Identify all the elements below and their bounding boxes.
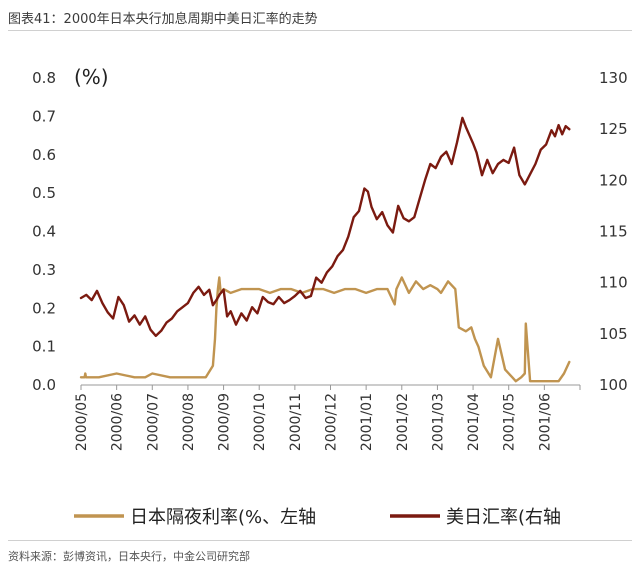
left-axis-ticks: 0.0 0.1 0.2 0.3 0.4 0.5 0.6 0.7 0.8 [32, 69, 56, 394]
left-tick-label: 0.1 [32, 338, 56, 356]
left-tick-label: 0.3 [32, 261, 56, 279]
x-axis-ticks: 2000/05 2000/06 2000/07 2000/08 2000/09 2000/… [74, 393, 553, 451]
x-tick-label: 2000/07 [145, 393, 161, 451]
x-tick-label: 2000/09 [217, 393, 233, 451]
x-tick-label: 2001/04 [466, 393, 482, 451]
series-line-rate [79, 276, 571, 383]
x-tick-label: 2001/05 [502, 393, 518, 451]
left-tick-label: 0.6 [32, 146, 56, 164]
left-axis-unit-label: (%) [74, 65, 109, 89]
x-tick-label: 2000/11 [288, 393, 304, 451]
right-tick-label: 120 [599, 171, 628, 189]
right-axis-ticks: 100 105 110 115 120 125 130 [599, 69, 628, 394]
series-line-fx [79, 116, 571, 338]
left-tick-label: 0.7 [32, 107, 56, 125]
left-tick-label: 0.2 [32, 299, 56, 317]
x-tick-label: 2000/10 [252, 393, 268, 451]
right-tick-label: 115 [599, 223, 628, 241]
legend: 日本隔夜利率(%、左轴 美日汇率(右轴 [74, 507, 561, 528]
left-tick-label: 0.4 [32, 223, 56, 241]
legend-label-rate: 日本隔夜利率(%、左轴 [130, 507, 316, 528]
legend-label-fx: 美日汇率(右轴 [446, 507, 561, 528]
left-tick-label: 0.8 [32, 69, 56, 87]
x-tick-label: 2001/06 [537, 393, 553, 451]
right-tick-label: 105 [599, 325, 628, 343]
right-tick-label: 110 [599, 274, 628, 292]
x-tick-label: 2000/12 [324, 393, 340, 451]
x-tick-label: 2001/03 [430, 393, 446, 451]
figure-title: 图表41：2000年日本央行加息周期中美日汇率的走势 [8, 12, 318, 27]
x-tick-label: 2001/01 [359, 393, 375, 451]
footer-divider [8, 540, 632, 541]
source-note: 资料来源：彭博资讯，日本央行，中金公司研究部 [8, 550, 250, 563]
axes-frame [80, 384, 581, 390]
x-tick-label: 2000/08 [181, 393, 197, 451]
left-tick-label: 0.0 [32, 376, 56, 394]
right-tick-label: 130 [599, 69, 628, 87]
x-tick-label: 2000/05 [74, 393, 90, 451]
right-tick-label: 100 [599, 376, 628, 394]
right-tick-label: 125 [599, 120, 628, 138]
x-tick-label: 2000/06 [110, 393, 126, 451]
x-tick-label: 2001/02 [395, 393, 411, 451]
chart: 0.0 0.1 0.2 0.3 0.4 0.5 0.6 0.7 0.8 100 105 110 115… [32, 65, 628, 528]
series-layer [79, 116, 571, 383]
left-tick-label: 0.5 [32, 184, 56, 202]
title-divider [8, 30, 632, 31]
